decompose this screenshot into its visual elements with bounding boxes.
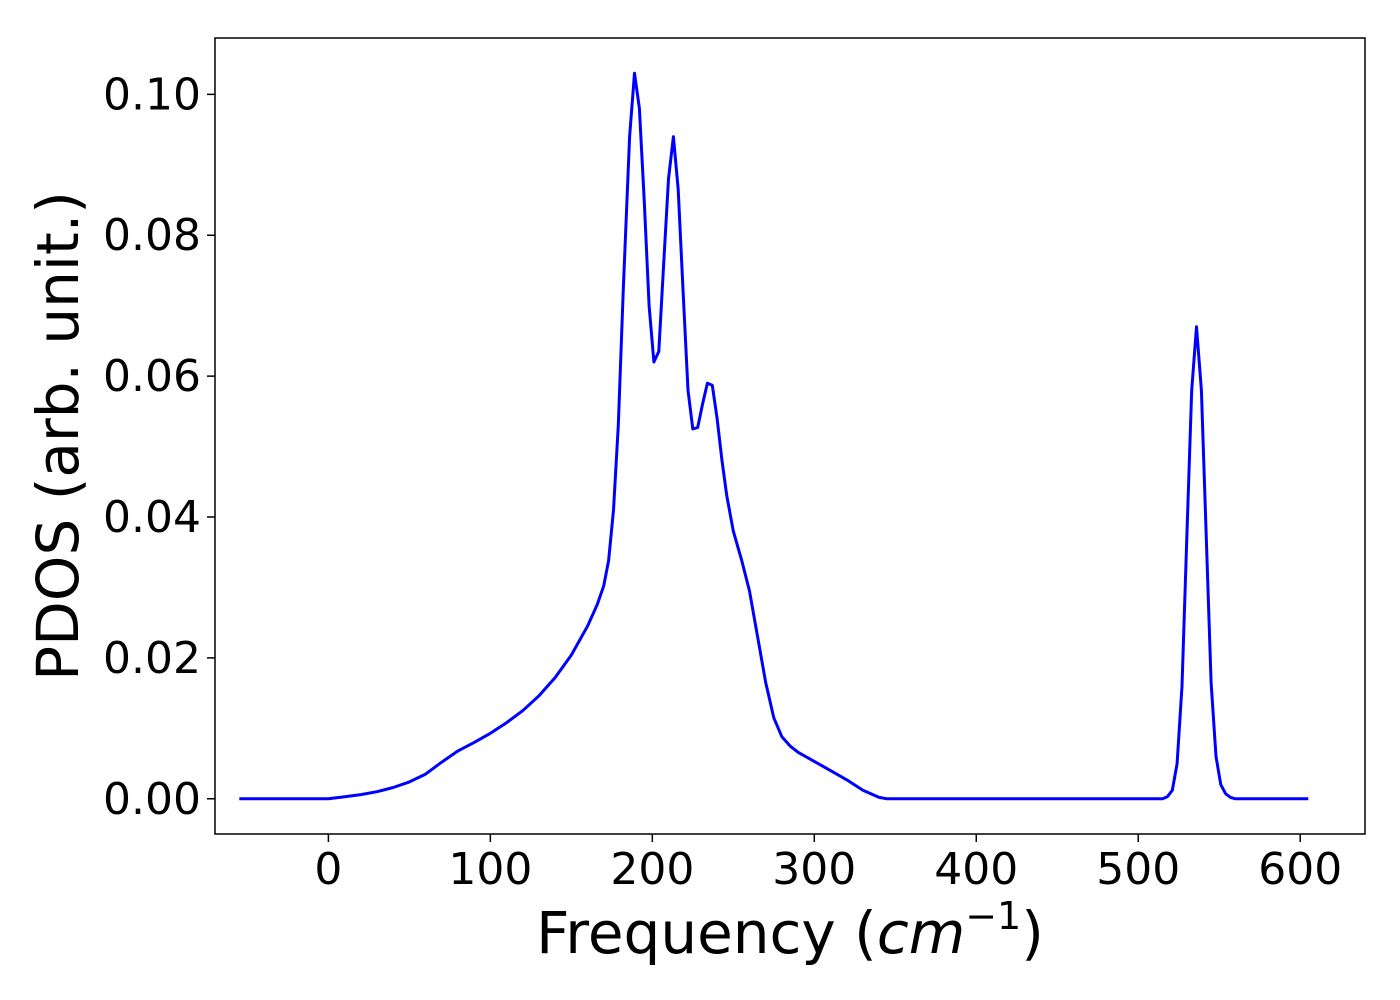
pdos-series-line — [239, 71, 1309, 801]
y-tick-label: 0.00 — [103, 774, 201, 825]
y-axis: 0.00 0.02 0.04 0.06 0.08 0.10 — [103, 69, 215, 825]
x-axis: 0 100 200 300 400 500 600 — [314, 834, 1342, 895]
x-tick-label: 600 — [1258, 844, 1342, 895]
y-tick-label: 0.10 — [103, 69, 201, 120]
plot-frame — [214, 37, 1366, 835]
x-tick-label: 400 — [934, 844, 1018, 895]
y-axis-label: PDOS (arb. unit.) — [24, 191, 92, 681]
y-tick-label: 0.06 — [103, 351, 201, 402]
y-tick-label: 0.02 — [103, 633, 201, 684]
x-axis-label: Frequency (cm−1) — [536, 894, 1044, 967]
x-tick-label: 500 — [1096, 844, 1180, 895]
x-tick-label: 100 — [448, 844, 532, 895]
y-tick-label: 0.08 — [103, 210, 201, 261]
x-tick-label: 0 — [314, 844, 342, 895]
y-tick-label: 0.04 — [103, 492, 201, 543]
x-tick-label: 200 — [610, 844, 694, 895]
x-tick-label: 300 — [772, 844, 856, 895]
